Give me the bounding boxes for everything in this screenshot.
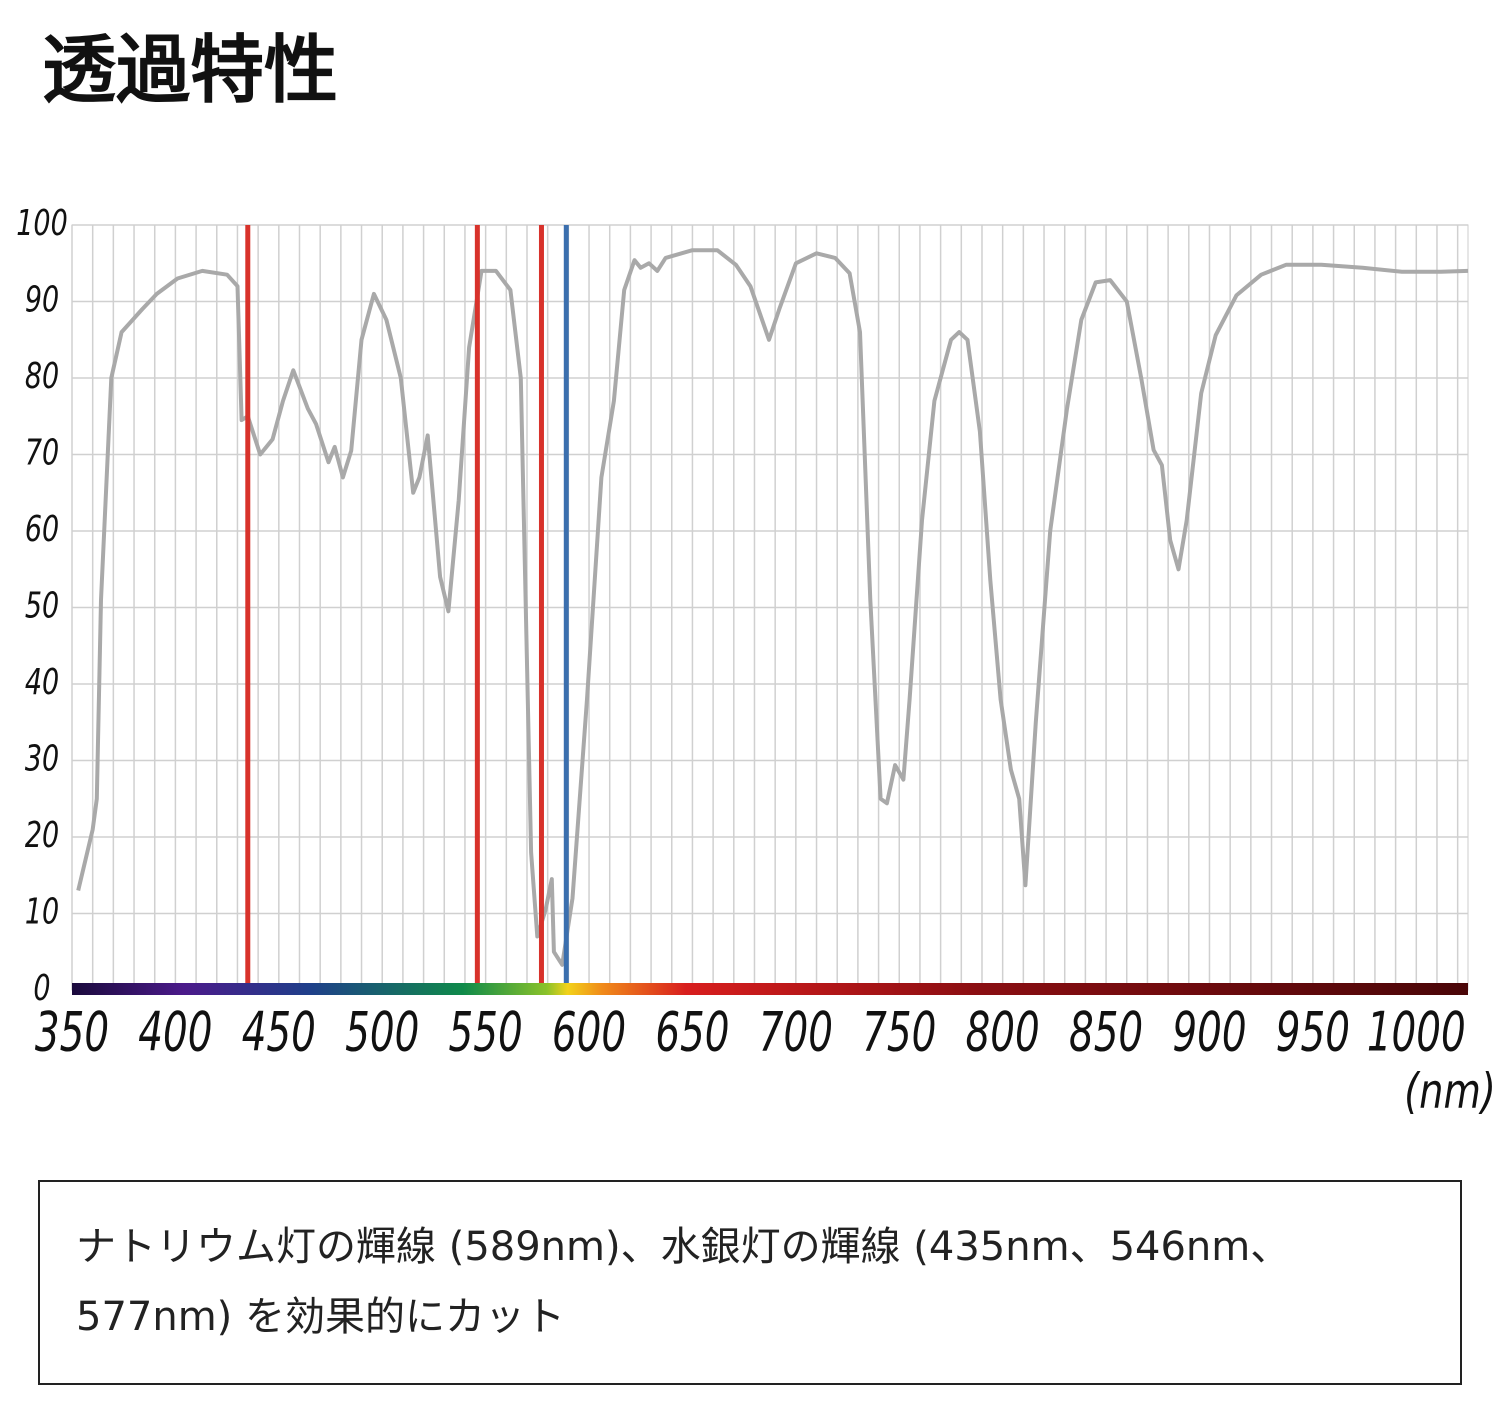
x-axis-label: (nm): [1404, 1065, 1496, 1120]
x-tick-label: 400: [138, 1001, 212, 1064]
x-tick-label: 950: [1276, 1001, 1350, 1064]
y-tick-label: 40: [25, 660, 59, 703]
x-tick-label: 850: [1069, 1001, 1143, 1064]
x-tick-label: 700: [759, 1001, 833, 1064]
y-tick-label: 90: [25, 278, 59, 321]
y-tick-label: 50: [25, 584, 59, 627]
x-tick-label: 600: [552, 1001, 626, 1064]
spectrum-bar: [72, 983, 1468, 995]
y-tick-label: 70: [25, 431, 59, 474]
x-tick-label: 450: [242, 1001, 316, 1064]
caption: ナトリウム灯の輝線 (589nm)、水銀灯の輝線 (435nm、546nm、57…: [38, 1180, 1462, 1385]
x-tick-label: 650: [655, 1001, 729, 1064]
x-tick-label: 800: [966, 1001, 1040, 1064]
y-tick-label: 0: [33, 966, 50, 1009]
x-tick-label: 1000: [1367, 1001, 1466, 1064]
x-tick-label: 350: [35, 1001, 109, 1064]
y-tick-label: 20: [25, 813, 59, 856]
x-tick-label: 550: [449, 1001, 523, 1064]
y-tick-label: 60: [25, 507, 59, 550]
y-tick-label: 30: [25, 737, 59, 780]
y-tick-label: 80: [25, 354, 59, 397]
transmission-curve: [76, 248, 1469, 967]
y-tick-label: 10: [25, 890, 59, 933]
y-tick-label: 100: [16, 201, 68, 244]
x-tick-label: 750: [862, 1001, 936, 1064]
x-tick-label: 500: [345, 1001, 419, 1064]
plot-layer: [71, 224, 1469, 991]
x-tick-label: 900: [1172, 1001, 1246, 1064]
chart-title: 透過特性: [42, 28, 338, 114]
